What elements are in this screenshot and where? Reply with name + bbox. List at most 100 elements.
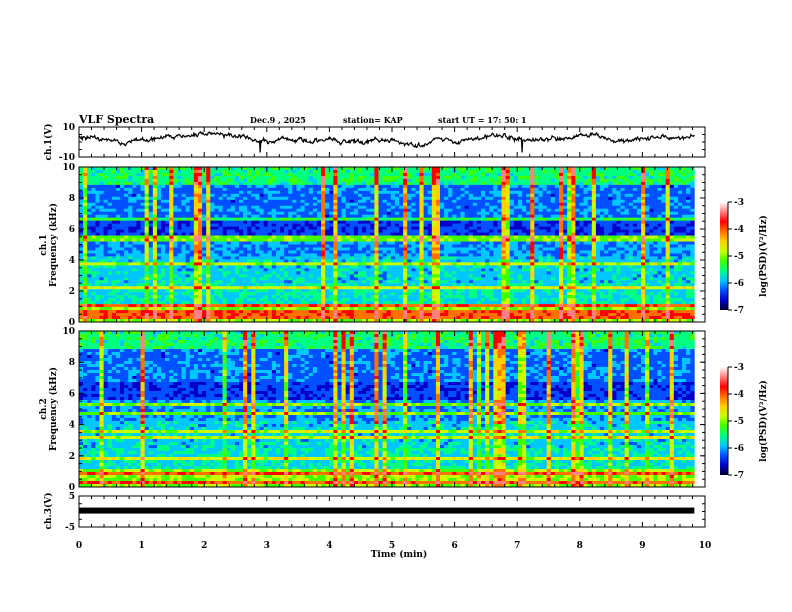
spectrogram-cell (239, 215, 243, 218)
spectrogram-cell (678, 188, 682, 191)
spectrogram-cell (452, 221, 456, 224)
spectrogram-cell (633, 200, 637, 203)
spectrogram-cell (567, 170, 571, 173)
spectrogram-cell (95, 259, 99, 262)
spectrogram-cell (186, 182, 190, 185)
spectrogram-cell (141, 253, 145, 256)
spectrogram-cell (153, 182, 157, 185)
spectrogram-cell (530, 247, 534, 250)
spectrogram-cell (346, 170, 350, 173)
spectrogram-cell (637, 218, 641, 221)
spectrogram-cell (104, 182, 108, 185)
spectrogram-cell (633, 179, 637, 182)
spectrogram-cell (563, 188, 567, 191)
spectrogram-cell (579, 173, 583, 176)
spectrogram-cell (493, 203, 497, 206)
spectrogram-cell (391, 236, 395, 239)
spectrogram-cell (358, 259, 362, 262)
spectrogram-cell (202, 253, 206, 256)
spectrogram-cell (153, 197, 157, 200)
spectrogram-cell (436, 170, 440, 173)
spectrogram-cell (370, 262, 374, 265)
spectrogram-cell (272, 236, 276, 239)
spectrogram-cell (625, 170, 629, 173)
spectrogram-cell (666, 200, 670, 203)
spectrogram-cell (641, 203, 645, 206)
spectrogram-cell (415, 256, 419, 259)
spectrogram-cell (153, 170, 157, 173)
spectrogram-cell (100, 224, 104, 227)
spectrogram-cell (633, 182, 637, 185)
spectrogram-cell (79, 194, 83, 197)
spectrogram-cell (190, 265, 194, 268)
spectrogram-cell (559, 247, 563, 250)
spectrogram-cell (534, 203, 538, 206)
spectrogram-cell (621, 224, 625, 227)
spectrogram-cell (538, 173, 542, 176)
spectrogram-cell (461, 218, 465, 221)
spectrogram-cell (526, 215, 530, 218)
spectrogram-cell (584, 239, 588, 242)
spectrogram-cell (231, 224, 235, 227)
spectrogram-cell (288, 239, 292, 242)
spectrogram-cell (321, 179, 325, 182)
spectrogram-cell (301, 197, 305, 200)
spectrogram-cell (563, 236, 567, 239)
spectrogram-cell (317, 262, 321, 265)
spectrogram-cell (588, 188, 592, 191)
spectrogram-cell (194, 170, 198, 173)
spectrogram-cell (629, 200, 633, 203)
spectrogram-cell (518, 185, 522, 188)
spectrogram-cell (337, 239, 341, 242)
spectrogram-cell (132, 179, 136, 182)
spectrogram-cell (538, 209, 542, 212)
spectrogram-cell (567, 218, 571, 221)
spectrogram-cell (407, 203, 411, 206)
spectrogram-cell (411, 224, 415, 227)
spectrogram-cell (670, 170, 674, 173)
spectrogram-cell (198, 203, 202, 206)
spectrogram-cell (141, 250, 145, 253)
spectrogram-cell (653, 250, 657, 253)
spectrogram-cell (354, 253, 358, 256)
spectrogram-cell (612, 191, 616, 194)
spectrogram-cell (428, 173, 432, 176)
spectrogram-cell (313, 188, 317, 191)
spectrogram-cell (227, 176, 231, 179)
spectrogram-cell (157, 265, 161, 268)
spectrogram-cell (116, 179, 120, 182)
spectrogram-cell (538, 233, 542, 236)
spectrogram-cell (489, 206, 493, 209)
spectrogram-cell (87, 170, 91, 173)
spectrogram-cell (559, 221, 563, 224)
spectrogram-cell (477, 236, 481, 239)
spectrogram-cell (383, 221, 387, 224)
spectrogram-cell (288, 206, 292, 209)
spectrogram-cell (296, 242, 300, 245)
spectrogram-cell (526, 239, 530, 242)
spectrogram-cell (280, 185, 284, 188)
spectrogram-cell (296, 253, 300, 256)
spectrogram-cell (214, 173, 218, 176)
spectrogram-cell (645, 173, 649, 176)
spectrogram-cell (678, 247, 682, 250)
spectrogram-cell (264, 253, 268, 256)
spectrogram-cell (411, 245, 415, 248)
spectrogram-cell (100, 253, 104, 256)
spectrogram-cell (629, 256, 633, 259)
spectrogram-cell (124, 185, 128, 188)
spectrogram-cell (649, 233, 653, 236)
spectrogram-cell (604, 224, 608, 227)
spectrogram-cell (165, 185, 169, 188)
spectrogram-cell (337, 194, 341, 197)
spectrogram-cell (481, 194, 485, 197)
spectrogram-cell (444, 242, 448, 245)
spectrogram-cell (194, 191, 198, 194)
spectrogram-cell (440, 182, 444, 185)
spectrogram-cell (190, 182, 194, 185)
spectrogram-cell (87, 218, 91, 221)
spectrogram-cell (366, 179, 370, 182)
spectrogram-cell (674, 200, 678, 203)
spectrogram-cell (296, 215, 300, 218)
spectrogram-cell (145, 188, 149, 191)
